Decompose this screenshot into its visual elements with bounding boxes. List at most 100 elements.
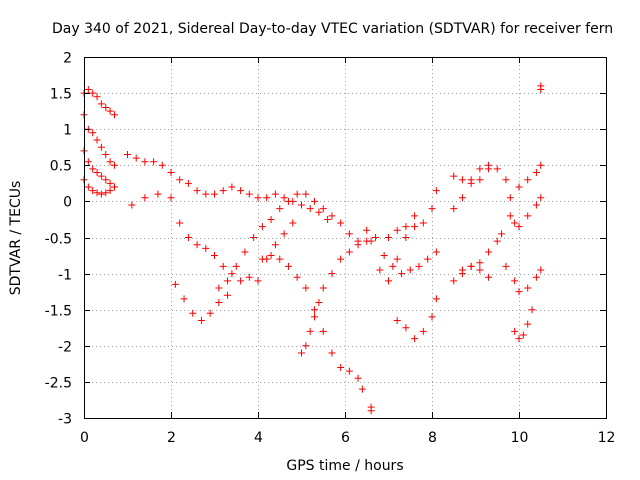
- data-point: [315, 298, 323, 306]
- data-point: [306, 327, 314, 335]
- data-point: [450, 277, 458, 285]
- series-track-14: [393, 295, 440, 343]
- data-point: [276, 205, 284, 213]
- y-tick-label: -1.5: [45, 304, 72, 320]
- data-point: [211, 190, 218, 198]
- data-point: [128, 201, 136, 209]
- series-track-23: [537, 82, 545, 93]
- data-point: [224, 291, 232, 299]
- series-track-13: [367, 187, 440, 285]
- data-point: [167, 169, 175, 177]
- series-track-6: [128, 190, 297, 285]
- data-point: [254, 194, 262, 202]
- data-point: [258, 223, 266, 231]
- data-point: [363, 226, 371, 234]
- data-point: [219, 262, 227, 270]
- data-point: [476, 165, 484, 173]
- y-tick-label: 1.5: [50, 87, 72, 103]
- data-point: [337, 219, 345, 227]
- data-point: [219, 187, 227, 195]
- data-point: [411, 212, 419, 220]
- series-track-5: [124, 150, 332, 223]
- data-point: [485, 248, 493, 256]
- data-point: [202, 244, 210, 252]
- data-point: [506, 194, 514, 202]
- data-point: [158, 161, 166, 169]
- data-point: [524, 176, 532, 184]
- data-point: [237, 187, 245, 195]
- data-point: [302, 190, 310, 198]
- data-point: [89, 187, 97, 195]
- axis-ticks: [84, 57, 607, 419]
- data-point: [84, 158, 92, 166]
- data-point: [358, 385, 366, 393]
- data-point: [502, 176, 510, 184]
- data-point: [450, 205, 458, 213]
- series-track-21: [511, 306, 536, 343]
- series-track-11: [367, 403, 375, 415]
- data-point: [498, 230, 506, 238]
- data-point: [280, 230, 288, 238]
- data-point: [193, 241, 201, 249]
- data-point: [89, 89, 97, 97]
- data-point: [250, 234, 258, 241]
- data-point: [176, 176, 184, 184]
- data-point: [428, 313, 436, 321]
- data-point: [284, 262, 292, 270]
- data-point: [506, 212, 514, 220]
- data-point: [502, 262, 510, 270]
- data-point: [276, 255, 284, 263]
- data-point: [293, 190, 301, 198]
- data-point: [84, 85, 92, 93]
- data-point: [411, 223, 419, 231]
- y-tick-label: 0: [63, 195, 72, 211]
- series-track-18: [450, 230, 506, 285]
- data-point: [432, 248, 440, 256]
- x-tick-label: 6: [341, 430, 350, 446]
- data-point: [415, 262, 423, 270]
- x-tick-label: 4: [254, 430, 263, 446]
- data-point: [97, 172, 105, 180]
- y-tick-label: 0.5: [50, 159, 72, 175]
- data-point: [511, 327, 519, 335]
- data-point: [419, 327, 427, 335]
- data-point: [289, 219, 297, 227]
- y-tick-label: -2.5: [45, 376, 72, 392]
- series-track-4: [80, 176, 118, 198]
- data-point: [511, 219, 519, 227]
- data-point: [197, 317, 205, 325]
- data-point: [485, 165, 493, 173]
- y-tick-labels: 2 1.5 1 0.5 0 -0.5 -1 -1.5 -2 -2.5 -3: [45, 51, 72, 428]
- data-point: [524, 284, 532, 292]
- x-tick-label: 8: [428, 430, 437, 446]
- data-point: [389, 262, 397, 270]
- data-point: [524, 320, 532, 328]
- data-point: [467, 179, 475, 187]
- data-point: [97, 143, 105, 151]
- x-tick-label: 10: [511, 430, 529, 446]
- data-point: [337, 255, 345, 263]
- data-point: [298, 349, 305, 357]
- data-point: [180, 295, 188, 303]
- data-point: [537, 82, 545, 90]
- data-point: [532, 273, 540, 281]
- x-axis-label: GPS time / hours: [286, 458, 403, 474]
- data-point: [419, 219, 427, 227]
- data-point: [493, 237, 501, 245]
- data-point: [232, 262, 240, 270]
- data-point: [476, 266, 484, 274]
- data-point: [511, 277, 519, 285]
- y-tick-label: 2: [63, 51, 72, 67]
- data-point: [245, 190, 253, 198]
- data-point: [328, 349, 336, 357]
- data-point: [267, 215, 275, 223]
- data-point: [271, 241, 279, 249]
- data-point: [311, 313, 319, 321]
- series-track-20: [502, 262, 545, 296]
- x-tick-label: 2: [167, 430, 176, 446]
- data-point: [532, 201, 540, 209]
- data-point: [515, 288, 523, 296]
- x-tick-label: 0: [80, 430, 89, 446]
- data-point: [280, 194, 288, 202]
- y-tick-label: -1: [58, 268, 72, 284]
